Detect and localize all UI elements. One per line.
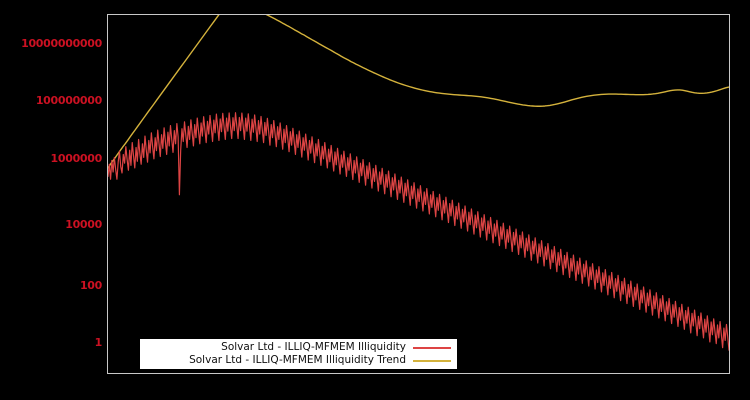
legend-entry: Solvar Ltd - ILLIQ-MFMEM Illiquidity xyxy=(144,341,451,354)
plot-area xyxy=(107,14,730,374)
y-tick-label: 100 xyxy=(79,279,102,292)
series-line-illiquidity xyxy=(108,112,729,351)
y-tick-label: 1 xyxy=(94,336,103,349)
legend-swatch-trend xyxy=(413,354,451,367)
legend-entry: Solvar Ltd - ILLIQ-MFMEM Illiquidity Tre… xyxy=(144,354,451,367)
y-tick-label: 10000000000 xyxy=(21,37,102,50)
chart-legend: Solvar Ltd - ILLIQ-MFMEM Illiquidity Sol… xyxy=(140,339,457,369)
y-tick-label: 100000000 xyxy=(35,94,102,107)
legend-label-trend: Solvar Ltd - ILLIQ-MFMEM Illiquidity Tre… xyxy=(189,354,406,366)
legend-swatch-illiquidity xyxy=(413,341,451,354)
chart-canvas xyxy=(108,15,729,351)
series-line-trend xyxy=(108,15,729,169)
y-tick-label: 10000 xyxy=(65,218,102,231)
legend-label-illiquidity: Solvar Ltd - ILLIQ-MFMEM Illiquidity xyxy=(221,341,406,353)
y-tick-label: 1000000 xyxy=(50,152,103,165)
